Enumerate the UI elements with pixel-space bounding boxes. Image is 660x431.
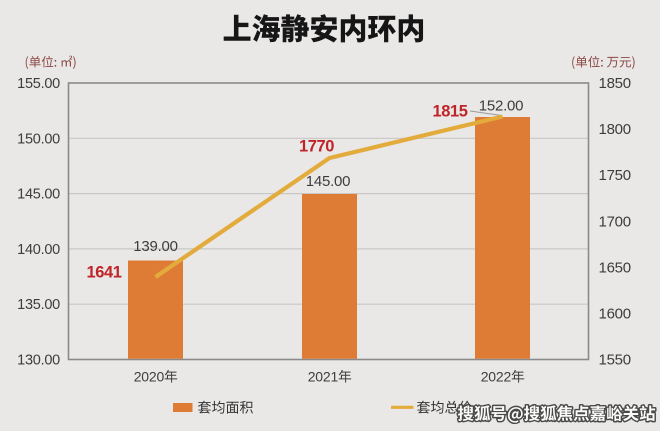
svg-text:1750: 1750 (599, 167, 631, 184)
svg-text:145.00: 145.00 (17, 187, 60, 203)
svg-text:2020: 2020 (134, 369, 165, 385)
svg-text:2022: 2022 (481, 369, 512, 385)
svg-text:145.00: 145.00 (306, 173, 350, 190)
svg-text:1700: 1700 (599, 213, 631, 230)
svg-text:135.00: 135.00 (17, 297, 60, 313)
svg-text:1815: 1815 (432, 103, 467, 121)
svg-text:155.00: 155.00 (17, 76, 60, 92)
svg-text:1600: 1600 (599, 305, 631, 322)
svg-text:1550: 1550 (599, 352, 631, 369)
svg-text:1650: 1650 (599, 259, 631, 276)
svg-text:1770: 1770 (299, 138, 334, 156)
svg-text:150.00: 150.00 (17, 131, 60, 147)
svg-text:1641: 1641 (86, 264, 121, 282)
svg-text:2021: 2021 (308, 369, 339, 385)
svg-text:130.00: 130.00 (17, 353, 60, 369)
svg-text:140.00: 140.00 (17, 242, 60, 258)
svg-text:152.00: 152.00 (479, 98, 523, 115)
svg-text:1850: 1850 (599, 75, 631, 92)
svg-text:139.00: 139.00 (133, 238, 177, 255)
svg-text:1800: 1800 (599, 121, 631, 138)
